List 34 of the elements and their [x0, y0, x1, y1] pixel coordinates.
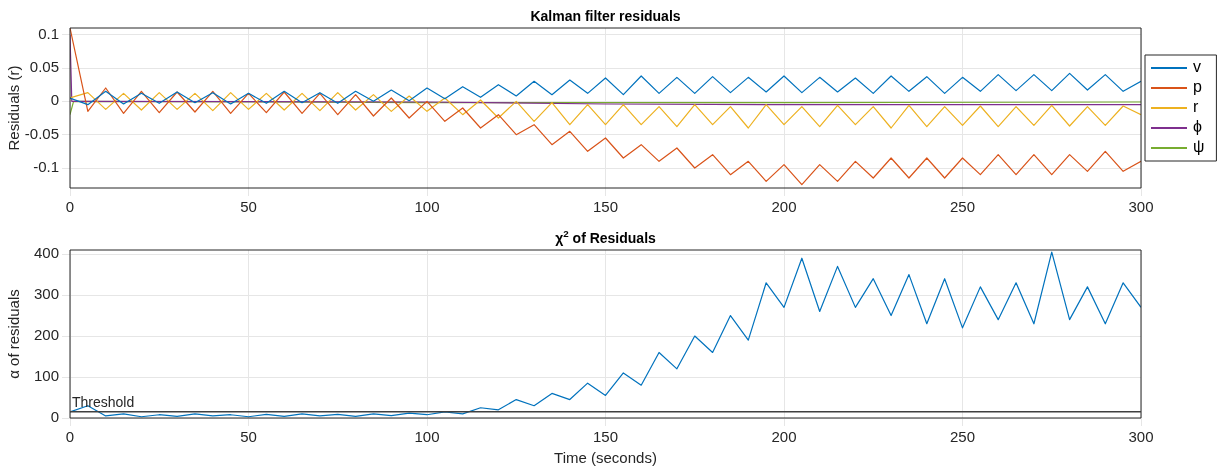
y-tick-label: 0 — [50, 91, 59, 109]
y-tick-label: 0 — [50, 408, 59, 426]
chart-title: Kalman filter residuals — [530, 8, 681, 24]
y-tick-label: 0.05 — [29, 58, 59, 76]
y-tick-label: 400 — [33, 244, 59, 262]
y-tick-label: 100 — [33, 367, 59, 385]
x-tick-label: 0 — [65, 428, 75, 446]
x-tick-label: 200 — [771, 428, 797, 446]
x-tick-label: 100 — [414, 428, 440, 446]
legend-label: ϕ — [1193, 118, 1202, 136]
y-tick-label: 0.1 — [38, 24, 59, 42]
x-tick-label: 150 — [592, 198, 619, 216]
y-tick-label: -0.05 — [24, 124, 59, 142]
legend-label: v — [1193, 58, 1201, 76]
x-tick-label: 50 — [240, 198, 257, 216]
y-axis-title: Residuals (r) — [5, 65, 23, 151]
x-tick-label: 250 — [949, 428, 976, 446]
y-tick-label: -0.1 — [33, 158, 59, 176]
y-axis-title: α of residuals — [5, 289, 23, 379]
x-tick-label: 250 — [949, 198, 976, 216]
legend-label: r — [1193, 98, 1199, 116]
x-axis-title: Time (seconds) — [554, 449, 657, 467]
x-tick-label: 50 — [240, 428, 257, 446]
legend-label: ψ — [1193, 138, 1205, 156]
x-tick-label: 100 — [414, 198, 440, 216]
x-tick-label: 200 — [771, 198, 797, 216]
x-tick-label: 150 — [592, 428, 619, 446]
ref-line-label: Threshold — [72, 393, 135, 410]
legend-label: p — [1193, 78, 1202, 96]
y-tick-label: 300 — [33, 285, 59, 303]
x-tick-label: 300 — [1128, 198, 1154, 216]
x-tick-label: 0 — [65, 198, 75, 216]
y-tick-label: 200 — [33, 326, 59, 344]
x-tick-label: 300 — [1128, 428, 1154, 446]
